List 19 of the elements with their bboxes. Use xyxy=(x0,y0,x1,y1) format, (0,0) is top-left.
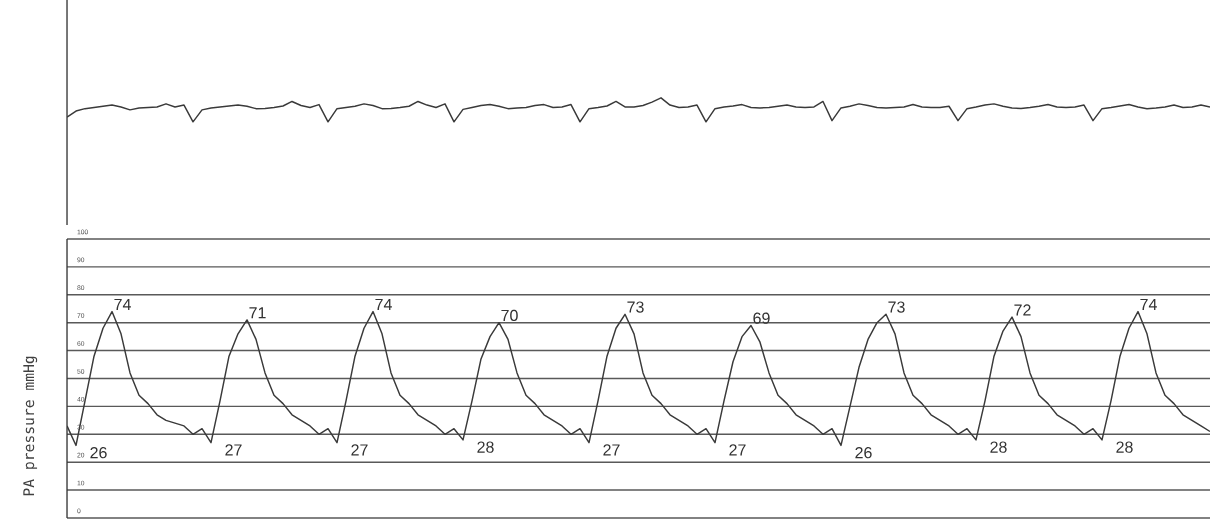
data-label: 73 xyxy=(627,301,644,313)
data-label: 26 xyxy=(90,447,107,459)
y-axis-title: PA pressure mmHg xyxy=(23,356,38,496)
data-label: 73 xyxy=(888,301,905,313)
data-label: 74 xyxy=(375,298,392,310)
data-label: 27 xyxy=(603,444,620,456)
data-label: 27 xyxy=(225,444,242,456)
data-label: 27 xyxy=(729,444,746,456)
data-label: 28 xyxy=(477,441,494,453)
data-label: 74 xyxy=(1140,298,1157,310)
data-label: 28 xyxy=(990,441,1007,453)
data-label: 74 xyxy=(114,298,131,310)
data-label: 70 xyxy=(501,309,518,322)
data-label: 72 xyxy=(1014,304,1031,316)
data-label: 26 xyxy=(855,447,872,459)
data-label: 69 xyxy=(753,312,770,324)
data-label: 28 xyxy=(1116,441,1133,453)
data-label: 27 xyxy=(351,444,368,456)
data-label: 71 xyxy=(249,307,266,319)
